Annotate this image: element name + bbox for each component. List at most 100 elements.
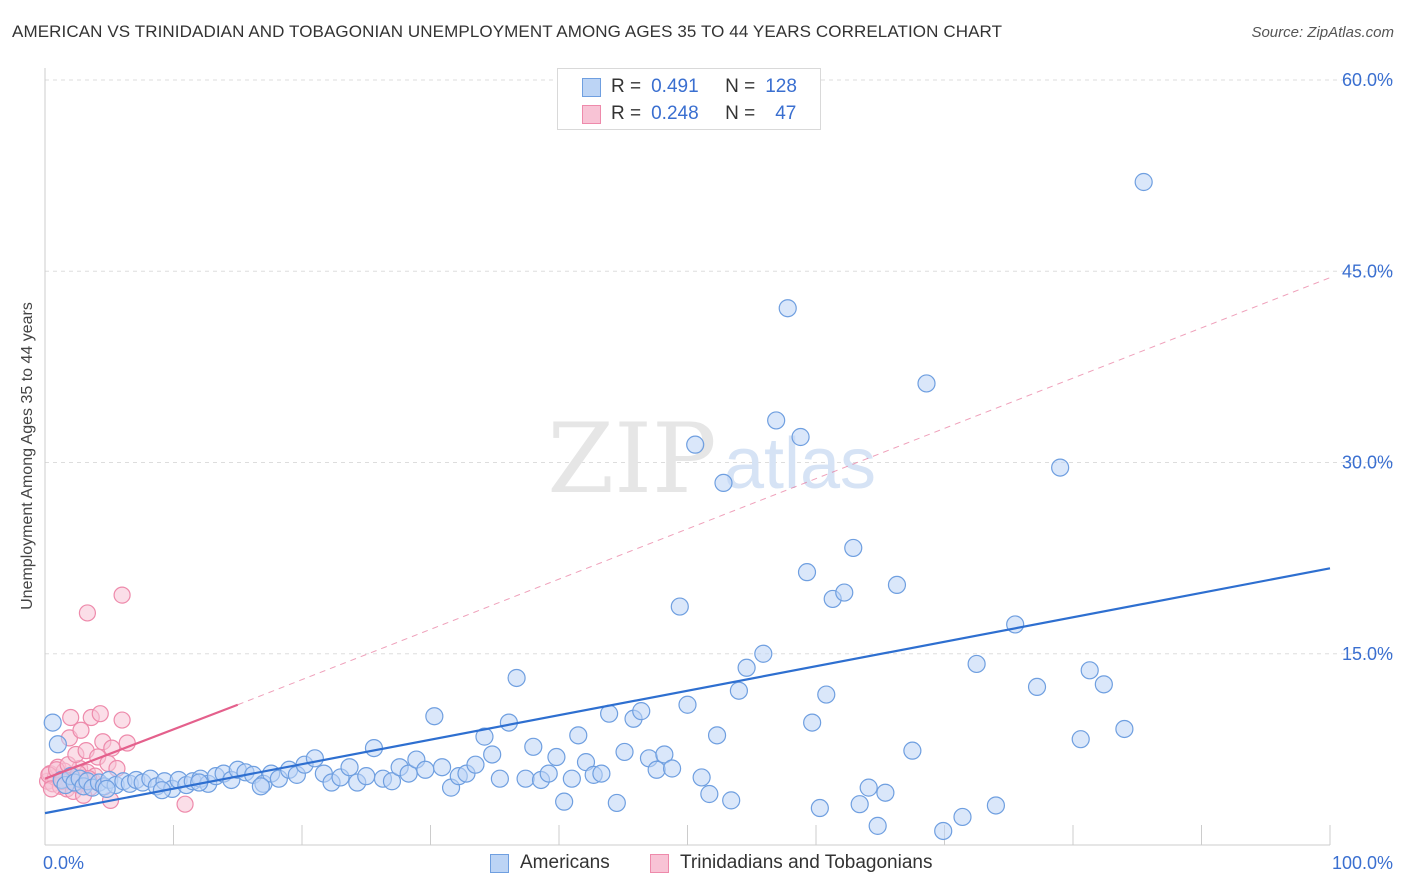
x-tick-label: 0.0% (43, 853, 84, 873)
american-point (850, 795, 869, 814)
american-point (251, 777, 270, 796)
n-label: N = (725, 103, 756, 124)
american-point (539, 764, 558, 783)
bottom-legend-americans: Americans (490, 852, 610, 874)
american-point (917, 374, 936, 393)
american-points (43, 172, 1153, 841)
legend-row-americans: R = 0.491 N = 128 (582, 74, 797, 100)
american-point (797, 563, 817, 582)
chart-title: AMERICAN VS TRINIDADIAN AND TOBAGONIAN U… (12, 22, 1003, 41)
american-point (729, 681, 749, 700)
american-point (340, 758, 359, 777)
american-point (43, 713, 62, 732)
american-point (547, 747, 566, 767)
american-point (48, 735, 67, 754)
american-point (737, 658, 756, 677)
trinidadians-trend-line (44, 703, 239, 780)
american-point (686, 435, 705, 454)
american-point (810, 798, 829, 818)
y-axis-label: Unemployment Among Ages 35 to 44 years (19, 302, 36, 610)
american-point (887, 575, 907, 595)
trinidadian-point (176, 795, 194, 813)
americans-trend-line (44, 567, 1331, 815)
americans-n-value: 128 (765, 76, 797, 97)
americans-r-value: 0.491 (651, 76, 699, 97)
american-point (475, 727, 494, 746)
american-point (382, 772, 402, 791)
american-point (357, 767, 376, 786)
american-point (516, 769, 535, 788)
american-point (754, 644, 773, 663)
trinidadians-n-value: 47 (775, 103, 797, 124)
american-point (562, 769, 581, 788)
trinidadians-legend-label: Trinidadians and Tobagonians (680, 852, 933, 873)
y-tick-label: 60.0% (1342, 70, 1393, 90)
american-point (868, 816, 887, 835)
american-point (722, 791, 741, 810)
trinidadian-point (78, 604, 97, 622)
american-point (490, 769, 509, 788)
tick-labels: 15.0% 30.0% 45.0% 60.0% 0.0% 100.0% (43, 70, 1393, 873)
x-tick-label: 100.0% (1332, 853, 1393, 873)
american-point (466, 755, 485, 774)
american-point (803, 713, 822, 732)
trinidadians-swatch (582, 104, 601, 124)
n-label: N = (725, 76, 756, 97)
american-point (592, 764, 611, 783)
trinidadians-trend-extension (237, 277, 1331, 706)
american-point (432, 758, 452, 777)
source-label: Source: ZipAtlas.com (1251, 24, 1394, 41)
american-point (670, 597, 689, 616)
trinidadians-r-value: 0.248 (651, 103, 699, 124)
american-point (1051, 458, 1070, 477)
american-point (767, 411, 786, 430)
trinidadian-point (113, 711, 131, 729)
american-point (507, 668, 526, 688)
americans-legend-label: Americans (520, 852, 610, 873)
american-point (986, 796, 1006, 815)
american-point (607, 793, 626, 813)
american-point (678, 695, 697, 714)
american-point (1071, 730, 1090, 749)
american-point (615, 742, 634, 762)
american-point (1027, 677, 1047, 697)
american-point (967, 654, 986, 674)
american-point (364, 738, 384, 758)
american-point (791, 427, 810, 447)
trinidadian-point (91, 705, 109, 723)
axes (44, 68, 1331, 846)
american-point (483, 745, 502, 764)
american-point (714, 473, 733, 492)
american-point (953, 807, 972, 827)
american-point (555, 792, 574, 811)
americans-swatch (582, 77, 601, 97)
y-tick-label: 45.0% (1342, 261, 1393, 281)
american-point (876, 783, 895, 802)
american-point (1134, 172, 1153, 192)
r-label: R = (611, 76, 642, 97)
trinidadian-point (72, 721, 90, 739)
american-point (569, 726, 588, 745)
correlation-legend: R = 0.491 N = 128 R = 0.248 N = 47 (557, 68, 821, 130)
american-point (1094, 675, 1113, 694)
american-point (903, 741, 922, 760)
trinidadians-swatch (650, 853, 669, 873)
american-point (632, 702, 651, 721)
american-point (416, 760, 435, 779)
american-point (425, 707, 444, 726)
american-point (859, 778, 878, 797)
trinidadian-point (62, 708, 80, 727)
american-point (1115, 719, 1134, 739)
bottom-legend-trinidadians: Trinidadians and Tobagonians (650, 852, 932, 874)
american-point (692, 768, 711, 787)
american-point (647, 760, 666, 779)
watermark-zip: ZIP (547, 403, 716, 515)
american-point (655, 745, 674, 764)
american-point (524, 737, 543, 756)
american-point (707, 726, 727, 745)
y-tick-label: 30.0% (1342, 453, 1393, 473)
american-point (817, 685, 836, 704)
trinidadian-point (113, 586, 131, 604)
trend-lines (44, 277, 1331, 815)
american-point (934, 821, 953, 841)
